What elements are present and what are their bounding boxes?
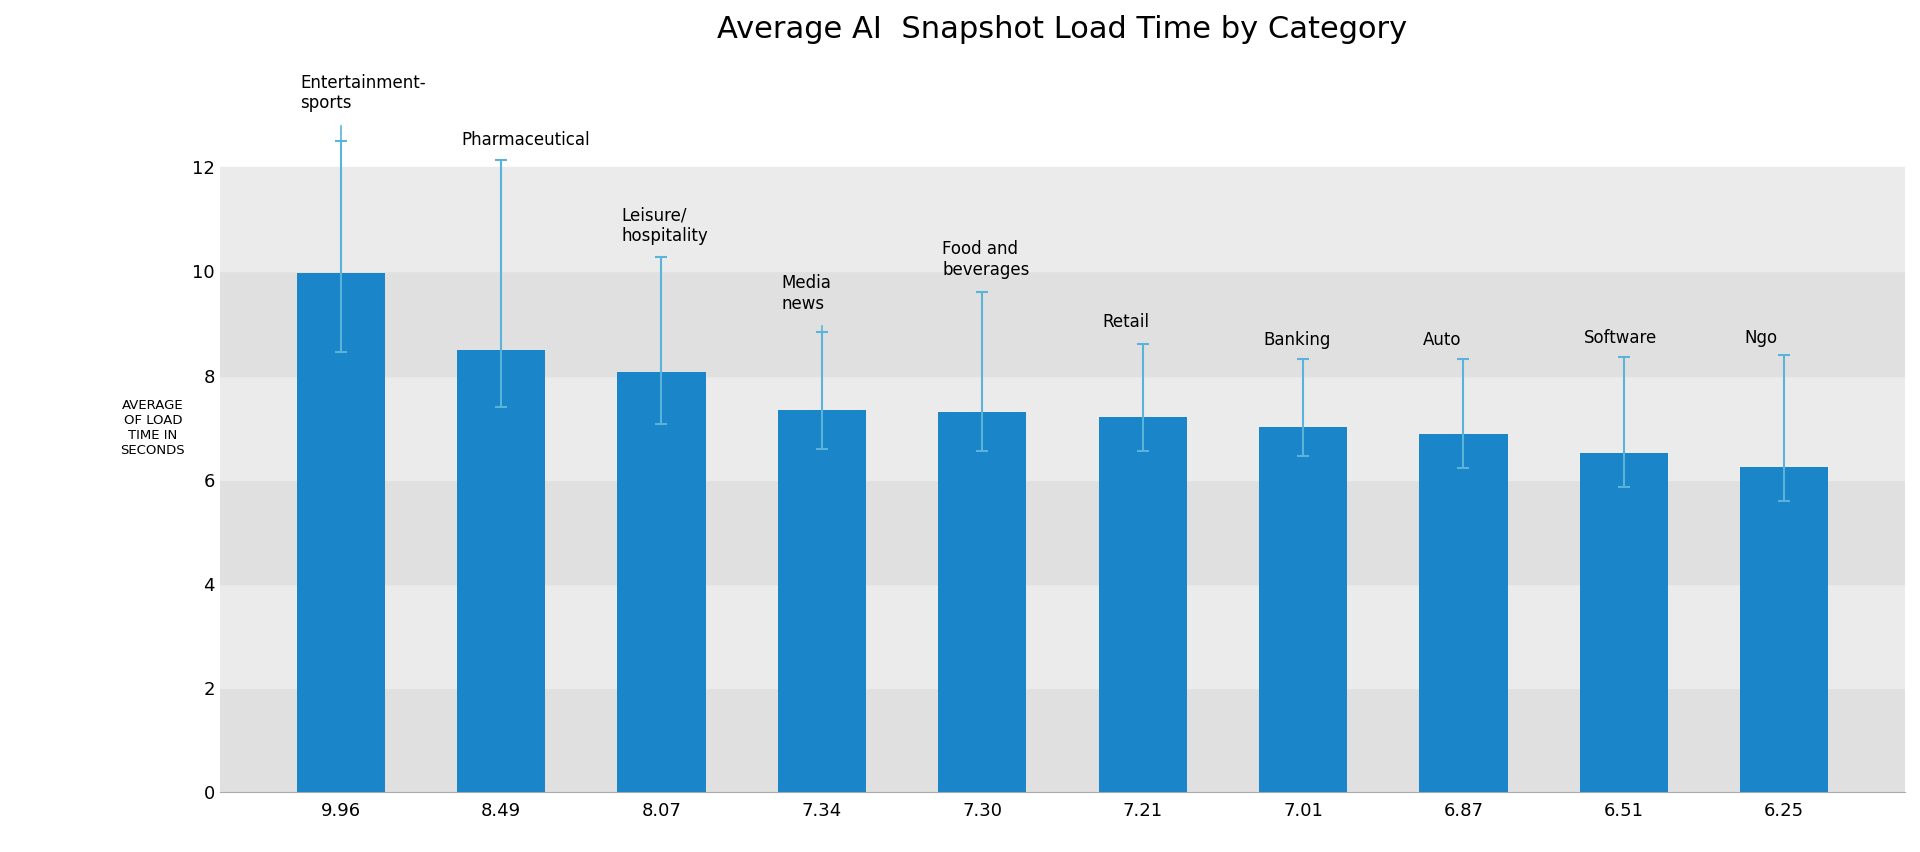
- Bar: [221, 688, 1905, 792]
- Text: Retail: Retail: [1102, 314, 1150, 331]
- Text: Leisure/
hospitality: Leisure/ hospitality: [622, 206, 708, 245]
- Text: Banking: Banking: [1263, 331, 1331, 349]
- Title: Average AI  Snapshot Load Time by Category: Average AI Snapshot Load Time by Categor…: [718, 15, 1407, 44]
- Bar: [618, 371, 705, 792]
- Text: Software: Software: [1584, 329, 1657, 347]
- Bar: [1419, 435, 1507, 792]
- Text: Food and
beverages: Food and beverages: [943, 240, 1029, 279]
- Text: Media
news: Media news: [781, 274, 831, 313]
- Bar: [778, 410, 866, 792]
- Bar: [939, 412, 1027, 792]
- Bar: [457, 350, 545, 792]
- Bar: [221, 584, 1905, 688]
- Bar: [1098, 417, 1187, 792]
- Bar: [221, 271, 1905, 376]
- Bar: [1580, 453, 1668, 792]
- Bar: [221, 167, 1905, 271]
- Bar: [1260, 427, 1348, 792]
- Y-axis label: AVERAGE
OF LOAD
TIME IN
SECONDS: AVERAGE OF LOAD TIME IN SECONDS: [121, 399, 184, 457]
- Bar: [296, 273, 384, 792]
- Text: Pharmaceutical: Pharmaceutical: [461, 131, 589, 149]
- Bar: [221, 376, 1905, 480]
- Bar: [1740, 467, 1828, 792]
- Text: Entertainment-
sports: Entertainment- sports: [301, 73, 426, 112]
- Bar: [221, 480, 1905, 584]
- Text: Ngo: Ngo: [1743, 329, 1778, 347]
- Text: Auto: Auto: [1423, 331, 1461, 349]
